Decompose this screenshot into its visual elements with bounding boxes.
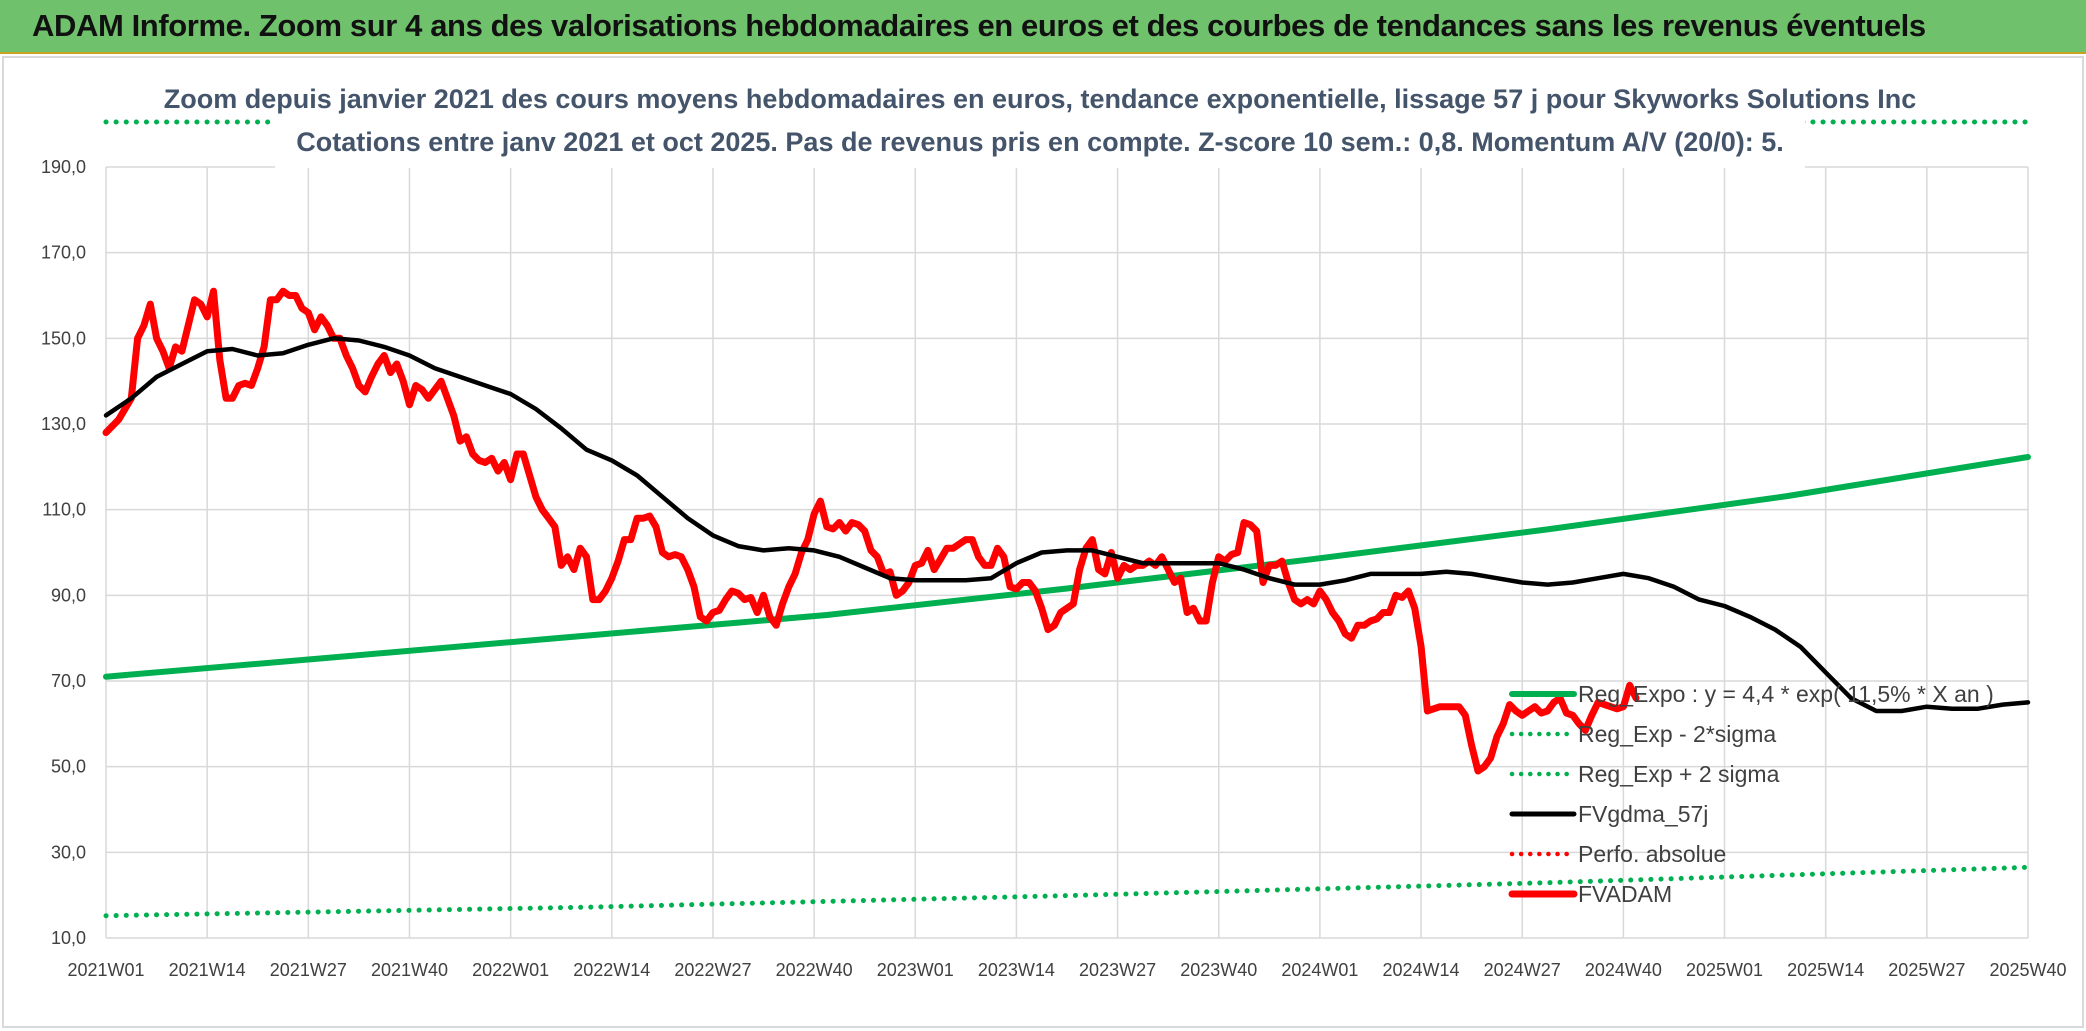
x-tick-label: 2025W27: [1888, 960, 1965, 980]
x-tick-label: 2022W14: [573, 960, 650, 980]
x-tick-label: 2024W40: [1585, 960, 1662, 980]
x-axis: 2021W01 2021W14 2021W27 2021W40 2022W01 2022W…: [67, 960, 2066, 980]
report-title: ADAM Informe. Zoom sur 4 ans des valoris…: [32, 8, 1926, 43]
x-tick-label: 2022W01: [472, 960, 549, 980]
series-line-fvadam: [102, 287, 1640, 775]
x-tick-label: 2021W40: [371, 960, 448, 980]
y-axis: 190,0 170,0 150,0 130,0 110,0 90,0 70,0 50,0 30,…: [41, 157, 86, 948]
x-tick-label: 2023W40: [1180, 960, 1257, 980]
x-tick-label: 2024W27: [1484, 960, 1561, 980]
y-tick-label: 50,0: [51, 757, 86, 777]
chart-frame: [2, 56, 2084, 1028]
series-line-fvgdma-57j: [103, 336, 2031, 714]
y-tick-label: 150,0: [41, 328, 86, 348]
y-tick-label: 190,0: [41, 157, 86, 177]
y-tick-label: 30,0: [51, 842, 86, 862]
y-tick-label: 130,0: [41, 414, 86, 434]
legend-label: Perfo. absolue: [1578, 841, 1726, 867]
y-tick-label: 70,0: [51, 671, 86, 691]
x-tick-label: 2025W40: [1989, 960, 2066, 980]
legend-label: Reg_Expo : y = 4,4 * exp( 11,5% * X an ): [1578, 681, 1994, 707]
x-tick-label: 2021W27: [270, 960, 347, 980]
x-tick-label: 2025W14: [1787, 960, 1864, 980]
title-background: [275, 78, 1805, 168]
x-tick-label: 2023W01: [877, 960, 954, 980]
y-tick-label: 170,0: [41, 243, 86, 263]
header-bar: ADAM Informe. Zoom sur 4 ans des valoris…: [0, 0, 2086, 54]
x-tick-label: 2023W14: [978, 960, 1055, 980]
x-tick-label: 2024W14: [1383, 960, 1460, 980]
x-tick-label: 2021W14: [169, 960, 246, 980]
legend-label: Reg_Exp + 2 sigma: [1578, 761, 1780, 787]
x-tick-label: 2024W01: [1281, 960, 1358, 980]
series-layer: [102, 119, 2031, 919]
x-tick-label: 2021W01: [67, 960, 144, 980]
x-tick-label: 2022W40: [776, 960, 853, 980]
x-tick-label: 2022W27: [674, 960, 751, 980]
legend-label: FVADAM: [1578, 881, 1672, 907]
x-tick-label: 2025W01: [1686, 960, 1763, 980]
chart-title: Zoom depuis janvier 2021 des cours moyen…: [164, 84, 1917, 114]
series-line-reg-exp-2-sigma: [103, 864, 2031, 919]
legend-label: FVgdma_57j: [1578, 801, 1708, 827]
chart-subtitle: Cotations entre janv 2021 et oct 2025. P…: [296, 127, 1784, 157]
x-tick-label: 2023W27: [1079, 960, 1156, 980]
y-tick-label: 90,0: [51, 585, 86, 605]
legend-label: Reg_Exp - 2*sigma: [1578, 721, 1776, 747]
y-tick-label: 10,0: [51, 928, 86, 948]
legend: Reg_Expo : y = 4,4 * exp( 11,5% * X an )…: [1508, 681, 1994, 907]
series-line-reg-expo-y-4-4-exp-11-5-x-an: [103, 454, 2031, 680]
y-tick-label: 110,0: [42, 500, 86, 520]
